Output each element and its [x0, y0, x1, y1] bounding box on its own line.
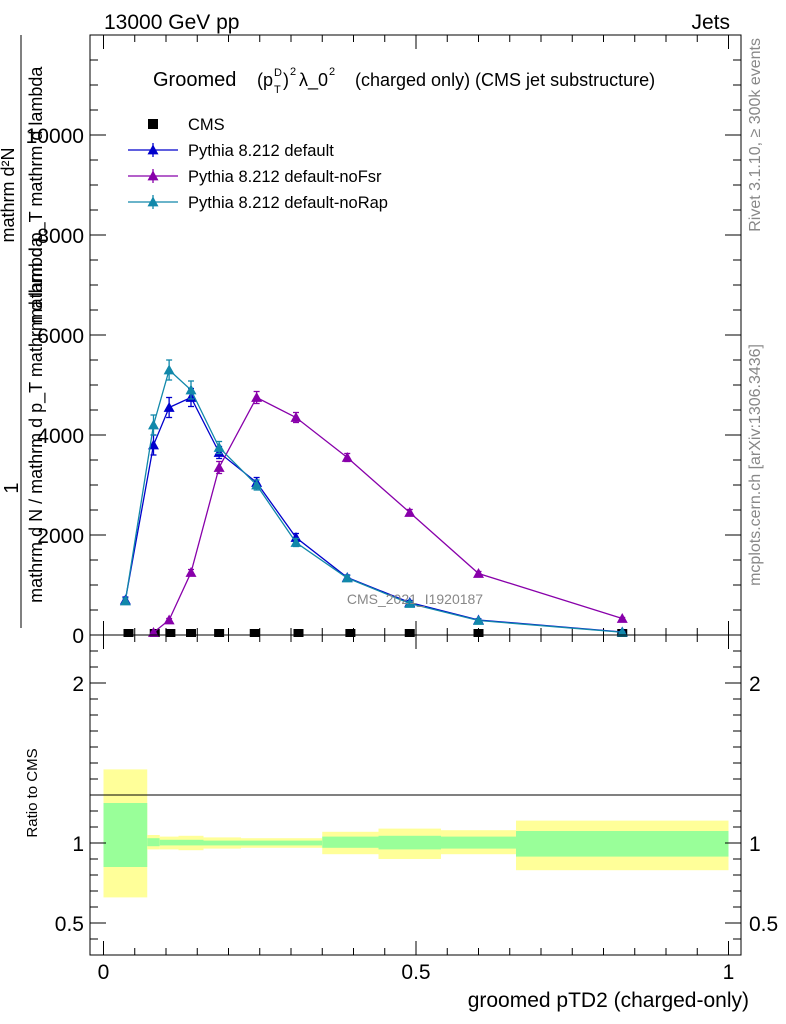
- main-ytick-label: 6000: [37, 325, 84, 348]
- svg-text:D: D: [274, 67, 282, 79]
- cms-data-point: [404, 629, 415, 637]
- ratio-ylabel: Ratio to CMS: [24, 748, 41, 837]
- main-ylabel: 1 mathrm d N / mathrm d p_T mathrm d lam…: [0, 35, 47, 628]
- main-ticks: 0 2000 4000 6000 8000 10000: [26, 35, 741, 648]
- ratio-band-inner: [241, 840, 279, 846]
- ratio-band-inner: [278, 840, 323, 846]
- legend-label: Pythia 8.212 default: [188, 142, 334, 160]
- series-marker-0: [148, 439, 159, 450]
- series-marker-0: [163, 402, 175, 412]
- series-marker-2: [251, 479, 263, 490]
- series-marker-2: [616, 626, 628, 637]
- ratio-xtick-label: 0: [98, 961, 110, 984]
- svg-text:(p: (p: [257, 70, 273, 90]
- ratio-band-inner: [159, 839, 179, 846]
- ratio-band-inner: [147, 838, 160, 847]
- series-line-1: [153, 396, 623, 634]
- svg-text:1: 1: [1, 482, 23, 493]
- cms-data-point: [473, 629, 484, 637]
- ratio-band-inner: [516, 831, 729, 857]
- svg-text:mathrm d N / mathrm d p_T math: mathrm d N / mathrm d p_T mathrm d lambd…: [26, 236, 47, 603]
- ratio-band-inner: [378, 835, 441, 850]
- cms-data-point: [249, 629, 260, 637]
- cms-data-point: [165, 629, 176, 637]
- ratio-band-inner: [322, 836, 379, 848]
- series-marker-2: [404, 598, 416, 608]
- series-marker-1: [616, 613, 628, 623]
- ratio-ytick-label-right: 1: [749, 833, 761, 856]
- ratio-ytick-label: 0.5: [55, 913, 84, 936]
- series-marker-1: [290, 412, 302, 422]
- legend-label: CMS: [188, 116, 225, 134]
- legend-label: Pythia 8.212 default-noFsr: [188, 168, 382, 186]
- svg-text:mathrm d p_T mathrm d lambda: mathrm d p_T mathrm d lambda: [26, 66, 47, 324]
- ratio-ytick-label: 2: [72, 673, 84, 696]
- main-ytick-label: 4000: [37, 425, 84, 448]
- ratio-ytick-label: 1: [72, 833, 84, 856]
- svg-text:2: 2: [329, 66, 335, 78]
- ratio-band-inner: [203, 840, 241, 846]
- cms-data-point: [186, 629, 196, 637]
- ratio-band-inner: [103, 803, 148, 867]
- svg-text:λ_0: λ_0: [299, 70, 328, 91]
- cms-data-point: [293, 629, 304, 637]
- series-marker-1: [251, 392, 263, 402]
- series-marker-2: [148, 419, 159, 430]
- legend-label: Pythia 8.212 default-noRap: [188, 194, 388, 212]
- title-math: (p D T ) 2 λ_0 2: [257, 66, 335, 96]
- cms-data-point: [214, 629, 225, 637]
- cms-data-point: [123, 629, 134, 637]
- main-series: [119, 359, 628, 637]
- cms-data-point: [345, 629, 356, 637]
- ratio-ytick-label-right: 0.5: [749, 913, 778, 936]
- series-marker-1: [213, 462, 225, 472]
- ratio-ticks: 0.5 0.5 1 1 2 2 0 0.5 1: [55, 635, 778, 984]
- legend-marker: [147, 170, 159, 181]
- main-ytick-label: 2000: [37, 525, 84, 548]
- legend-marker: [147, 144, 159, 155]
- header-left: 13000 GeV pp: [104, 11, 239, 34]
- series-marker-1: [473, 568, 484, 578]
- series-marker-1: [185, 567, 197, 577]
- legend: CMS Pythia 8.212 default Pythia 8.212 defa…: [128, 116, 388, 212]
- ratio-bands: [103, 769, 729, 898]
- header-right: Jets: [691, 11, 730, 34]
- main-ytick-label: 0: [72, 625, 84, 648]
- series-marker-2: [341, 572, 353, 583]
- series-marker-1: [341, 452, 353, 462]
- svg-text:mathrm d²N: mathrm d²N: [0, 147, 18, 242]
- ratio-xtick-label: 1: [723, 961, 735, 984]
- x-axis-label: groomed pTD2 (charged-only): [468, 989, 749, 1012]
- main-ytick-label: 10000: [26, 125, 84, 148]
- watermark: CMS_2021_I1920187: [347, 591, 483, 607]
- series-marker-2: [473, 615, 484, 625]
- title-prefix: Groomed: [153, 69, 236, 91]
- svg-text:T: T: [274, 84, 281, 96]
- ratio-xtick-label: 0.5: [401, 961, 430, 984]
- series-marker-2: [119, 595, 131, 606]
- series-marker-1: [163, 614, 175, 625]
- rivet-label: Rivet 3.1.10, ≥ 300k events: [747, 38, 764, 232]
- series-marker-1: [148, 627, 159, 637]
- series-marker-2: [185, 384, 197, 395]
- svg-text:2: 2: [290, 66, 296, 78]
- series-marker-2: [213, 442, 225, 452]
- svg-text:): ): [283, 70, 289, 90]
- legend-marker: [147, 196, 159, 207]
- legend-marker-cms: [148, 119, 158, 129]
- mcplots-label: mcplots.cern.ch [arXiv:1306.3436]: [747, 344, 764, 586]
- ratio-ytick-label-right: 2: [749, 673, 761, 696]
- series-marker-1: [404, 507, 416, 517]
- ratio-band-inner: [178, 839, 204, 846]
- title-suffix: (charged only) (CMS jet substructure): [355, 70, 655, 90]
- series-marker-2: [163, 364, 175, 375]
- main-ytick-label: 8000: [37, 225, 84, 248]
- ratio-band-inner: [441, 836, 516, 849]
- series-marker-2: [290, 537, 302, 547]
